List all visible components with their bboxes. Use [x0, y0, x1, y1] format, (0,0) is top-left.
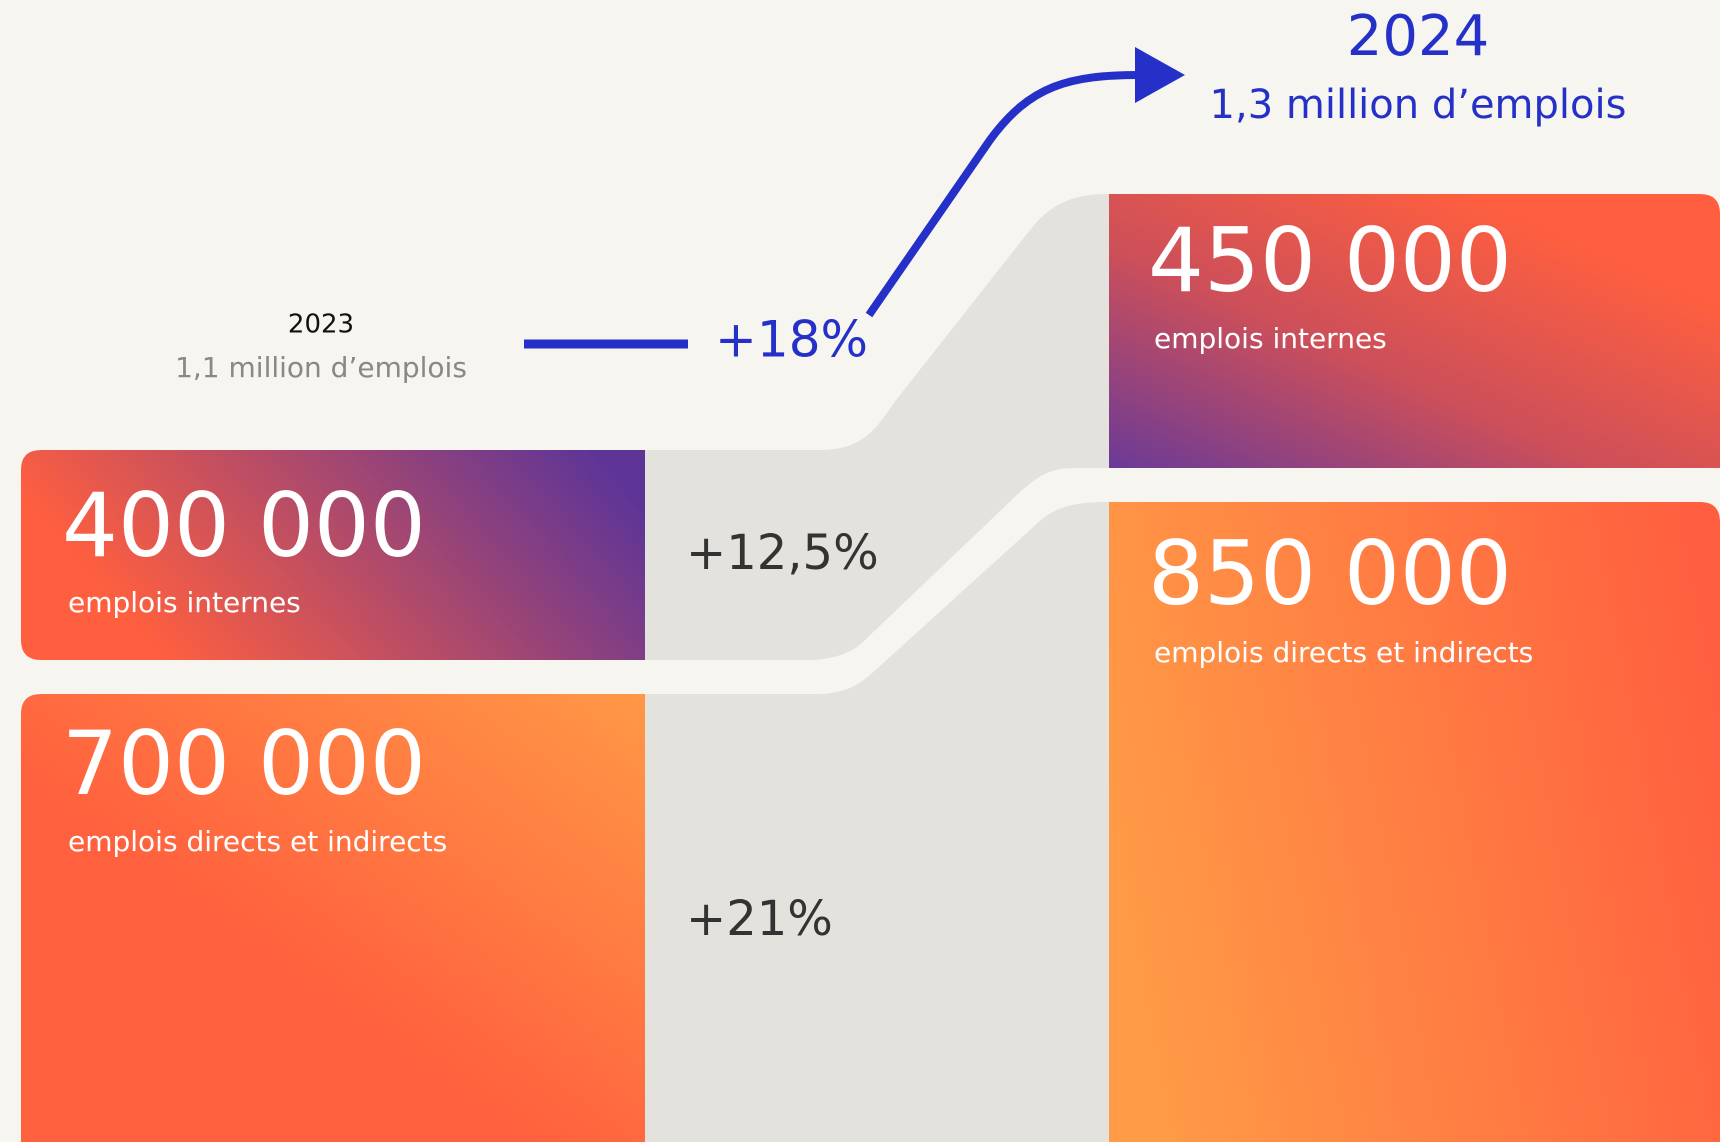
box [1109, 194, 1720, 468]
flow-band [645, 194, 1109, 660]
label: emplois internes [1154, 322, 1387, 355]
year: 2023 [288, 310, 354, 340]
growth: +12,5% [686, 525, 879, 581]
label: emplois internes [68, 586, 301, 619]
total: 1,1 million d’emplois [175, 351, 467, 384]
total: 1,3 million d’emplois [1210, 82, 1627, 128]
value: 850 000 [1148, 522, 1512, 625]
box [21, 694, 645, 1142]
box [21, 450, 645, 660]
growth: +21% [686, 891, 833, 947]
year: 2024 [1347, 4, 1490, 69]
growth: +18% [715, 311, 868, 369]
label: emplois directs et indirects [1154, 636, 1533, 669]
flow-band [645, 502, 1109, 1142]
label: emplois directs et indirects [68, 825, 447, 858]
value: 450 000 [1148, 209, 1512, 312]
arrow [865, 71, 1141, 318]
value: 400 000 [62, 474, 426, 577]
arrowhead [1135, 47, 1185, 103]
box [1109, 502, 1720, 1142]
value: 700 000 [62, 712, 426, 815]
